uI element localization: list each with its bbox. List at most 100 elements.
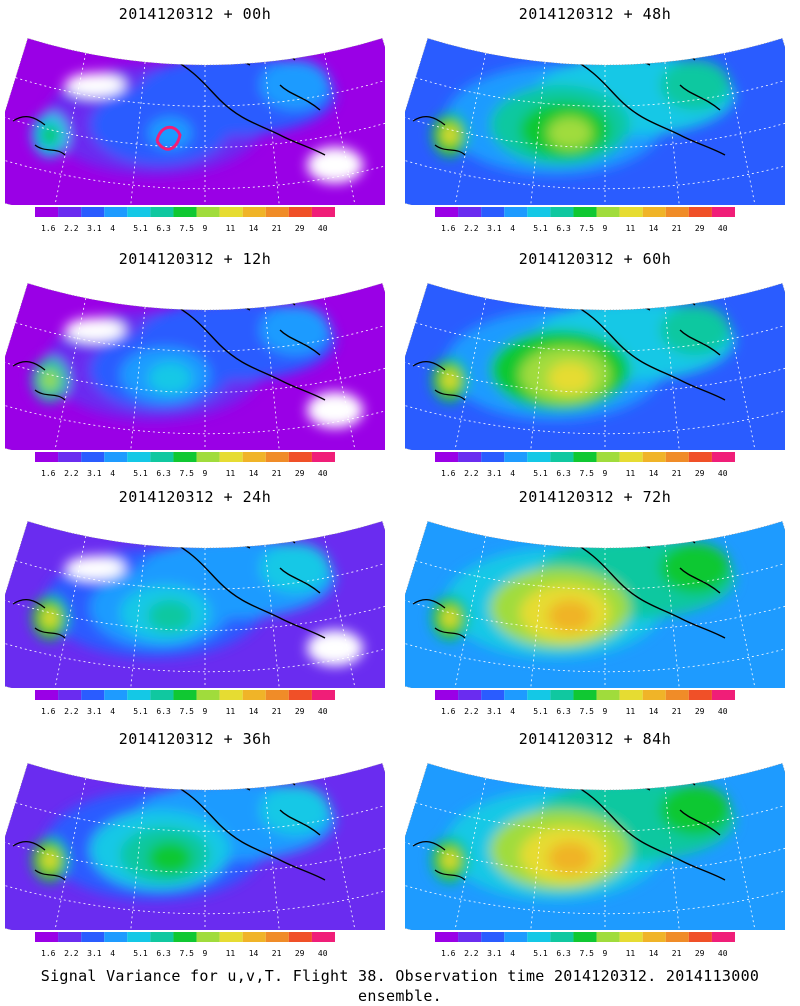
colorbar-swatch xyxy=(711,932,735,942)
colorbar-label: 7.5 xyxy=(179,949,194,958)
variance-contour xyxy=(42,125,58,145)
variance-map xyxy=(5,520,385,688)
colorbar-label: 2.2 xyxy=(64,224,79,233)
colorbar-swatch xyxy=(150,932,174,942)
colorbar-swatch xyxy=(527,690,551,700)
colorbar-swatch xyxy=(481,207,505,217)
colorbar-swatch xyxy=(688,207,712,217)
variance-contour xyxy=(260,60,330,110)
colorbar-label: 14 xyxy=(649,224,659,233)
graticule-line xyxy=(5,639,385,673)
forecast-panel: 2014120312 + 60h 1.6 2.2 3.1 4 5.1 6.3 7.5 9 11 14… xyxy=(405,250,785,490)
colorbar-swatch xyxy=(58,932,82,942)
colorbar-swatch xyxy=(150,207,174,217)
colorbar-swatch xyxy=(242,690,266,700)
colorbar: 1.6 2.2 3.1 4 5.1 6.3 7.5 9 11 14 21 29 40 xyxy=(35,690,335,716)
colorbar-label: 2.2 xyxy=(64,469,79,478)
colorbar-label: 2.2 xyxy=(464,707,479,716)
forecast-panel: 2014120312 + 48h 1.6 2.2 3.1 4 5.1 6.3 7.5 9 11 14… xyxy=(405,5,785,245)
colorbar-swatch xyxy=(288,690,312,700)
colorbar-swatch xyxy=(504,932,528,942)
colorbar-swatch xyxy=(504,690,528,700)
colorbar-label: 9 xyxy=(203,224,208,233)
colorbar-label: 6.3 xyxy=(156,707,171,716)
variance-contour xyxy=(307,392,363,428)
colorbar-swatch xyxy=(711,207,735,217)
forecast-panel: 2014120312 + 84h 1.6 2.2 3.1 4 5.1 6.3 7.5 9 11 14… xyxy=(405,730,785,970)
variance-map xyxy=(5,37,385,205)
colorbar-label: 3.1 xyxy=(87,469,102,478)
colorbar-label: 6.3 xyxy=(156,224,171,233)
colorbar-swatch xyxy=(504,207,528,217)
colorbar-label: 7.5 xyxy=(179,469,194,478)
colorbar-label: 11 xyxy=(226,224,236,233)
colorbar-swatch xyxy=(481,452,505,462)
coastline xyxy=(12,599,66,639)
colorbar-swatch xyxy=(173,207,197,217)
colorbar: 1.6 2.2 3.1 4 5.1 6.3 7.5 9 11 14 21 29 40 xyxy=(435,690,735,716)
colorbar-swatch xyxy=(242,452,266,462)
colorbar-swatch xyxy=(81,452,105,462)
colorbar-label: 14 xyxy=(249,707,259,716)
colorbar-swatch xyxy=(150,690,174,700)
colorbar-label: 4 xyxy=(110,949,115,958)
colorbar-label: 21 xyxy=(272,224,282,233)
variance-map xyxy=(405,282,785,450)
colorbar-label: 2.2 xyxy=(464,224,479,233)
colorbar-swatch xyxy=(242,932,266,942)
graticule-line xyxy=(405,841,785,873)
colorbar-swatch xyxy=(311,690,335,700)
colorbar-swatch xyxy=(688,932,712,942)
colorbar-label: 40 xyxy=(718,707,728,716)
colorbar-swatch xyxy=(104,452,128,462)
graticule-line xyxy=(15,802,385,832)
colorbar-label: 7.5 xyxy=(179,707,194,716)
panel-title: 2014120312 + 00h xyxy=(118,5,272,23)
colorbar: 1.6 2.2 3.1 4 5.1 6.3 7.5 9 11 14 21 29 40 xyxy=(35,452,335,478)
colorbar-swatch xyxy=(458,690,482,700)
colorbar-label: 1.6 xyxy=(41,949,56,958)
colorbar-swatch xyxy=(265,690,289,700)
colorbar-label: 11 xyxy=(626,224,636,233)
variance-contour xyxy=(65,73,125,97)
graticule-line xyxy=(405,361,785,393)
colorbar-label: 40 xyxy=(718,224,728,233)
variance-contour xyxy=(65,318,125,342)
colorbar-swatch xyxy=(311,207,335,217)
coastline xyxy=(412,361,466,401)
colorbar: 1.6 2.2 3.1 4 5.1 6.3 7.5 9 11 14 21 29 40 xyxy=(435,207,735,233)
variance-contour xyxy=(65,556,125,580)
colorbar-label: 9 xyxy=(603,224,608,233)
colorbar-swatch xyxy=(711,690,735,700)
colorbar-swatch xyxy=(35,452,59,462)
colorbar-label: 7.5 xyxy=(179,224,194,233)
colorbar-swatch xyxy=(573,690,597,700)
colorbar-swatch xyxy=(596,690,620,700)
colorbar-swatch xyxy=(527,207,551,217)
colorbar-swatch xyxy=(311,452,335,462)
variance-contour xyxy=(442,608,458,628)
colorbar-swatch xyxy=(219,690,243,700)
colorbar-swatch xyxy=(596,452,620,462)
colorbar-swatch xyxy=(35,690,59,700)
colorbar-label: 1.6 xyxy=(441,469,456,478)
forecast-panel: 2014120312 + 00h 1.6 2.2 3.1 4 5.1 6.3 7.5 9 11 14… xyxy=(5,5,385,245)
variance-contour xyxy=(148,362,192,394)
variance-contour xyxy=(307,147,363,183)
colorbar-swatch xyxy=(219,207,243,217)
graticule-line xyxy=(5,116,385,148)
colorbar-swatch xyxy=(196,207,220,217)
colorbar-swatch xyxy=(458,207,482,217)
colorbar-label: 21 xyxy=(272,469,282,478)
colorbar-swatch xyxy=(665,932,689,942)
colorbar-label: 11 xyxy=(226,949,236,958)
colorbar-swatch xyxy=(104,690,128,700)
colorbar-label: 29 xyxy=(295,707,305,716)
colorbar-label: 4 xyxy=(510,949,515,958)
colorbar-label: 4 xyxy=(510,469,515,478)
variance-map xyxy=(5,762,385,930)
colorbar-label: 6.3 xyxy=(556,224,571,233)
colorbar-swatch xyxy=(150,452,174,462)
colorbar-swatch xyxy=(242,207,266,217)
colorbar-swatch xyxy=(435,452,459,462)
